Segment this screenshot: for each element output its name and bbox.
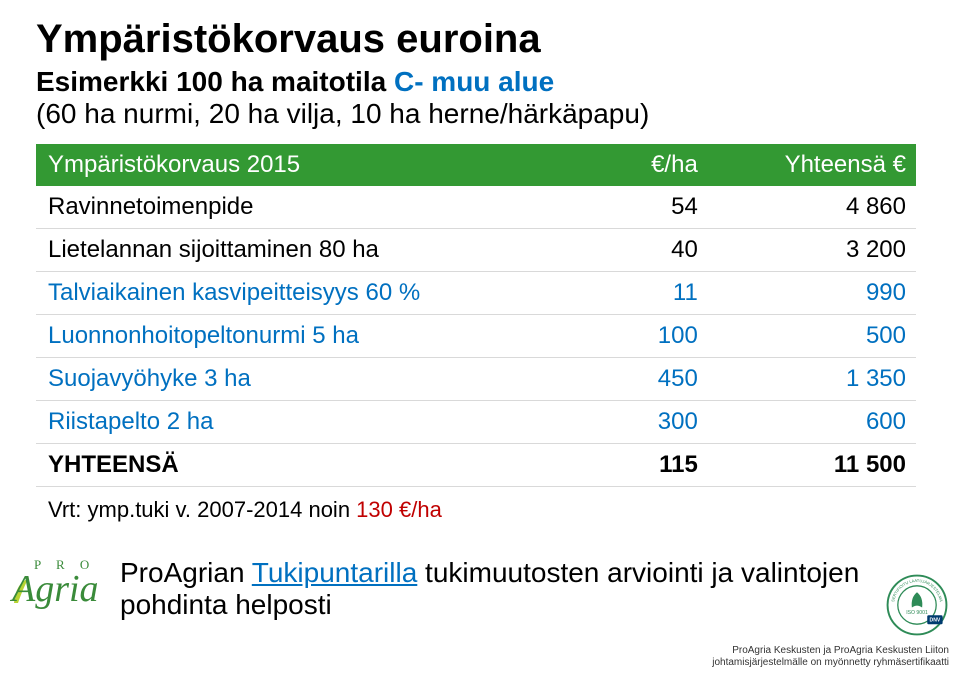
table-header-row: Ympäristökorvaus 2015 €/ha Yhteensä € [36, 144, 916, 186]
row-label: Suojavyöhyke 3 ha [36, 358, 608, 401]
table-summary-row: YHTEENSÄ11511 500 [36, 444, 916, 487]
proagria-logo: P R O Agria [12, 557, 112, 625]
row-perha: 450 [608, 358, 708, 401]
comparison-red: 130 €/ha [356, 497, 442, 522]
page-title: Ympäristökorvaus euroina [36, 18, 923, 60]
row-total: 600 [708, 401, 916, 444]
row-total: 3 200 [708, 229, 916, 272]
fineprint-line2: johtamisjärjestelmälle on myönnetty ryhm… [712, 657, 949, 669]
row-total: 500 [708, 315, 916, 358]
tukipuntari-link[interactable]: Tukipuntarilla [252, 557, 417, 588]
fineprint-line1: ProAgria Keskusten ja ProAgria Keskusten… [712, 645, 949, 657]
comparison-note: Vrt: ymp.tuki v. 2007-2014 noin 130 €/ha [36, 497, 923, 523]
fineprint: ProAgria Keskusten ja ProAgria Keskusten… [712, 645, 949, 669]
subtitle-blue: C- muu alue [394, 66, 554, 97]
row-perha: 300 [608, 401, 708, 444]
col-header-name: Ympäristökorvaus 2015 [36, 144, 608, 186]
table-row: Ravinnetoimenpide544 860 [36, 186, 916, 229]
table-row: Lietelannan sijoittaminen 80 ha403 200 [36, 229, 916, 272]
row-label: Luonnonhoitopeltonurmi 5 ha [36, 315, 608, 358]
col-header-total: Yhteensä € [708, 144, 916, 186]
row-perha: 54 [608, 186, 708, 229]
subtitle-lead: Esimerkki 100 ha maitotila [36, 66, 394, 97]
table-row: Riistapelto 2 ha300600 [36, 401, 916, 444]
table-row: Suojavyöhyke 3 ha4501 350 [36, 358, 916, 401]
subtitle: Esimerkki 100 ha maitotila C- muu alue [36, 66, 923, 98]
row-label: Riistapelto 2 ha [36, 401, 608, 444]
badge-iso-text: ISO 9001 [906, 610, 928, 616]
table-row: Luonnonhoitopeltonurmi 5 ha100500 [36, 315, 916, 358]
row-total: 1 350 [708, 358, 916, 401]
row-perha: 11 [608, 272, 708, 315]
table-row: Talviaikainen kasvipeitteisyys 60 %11990 [36, 272, 916, 315]
comparison-lead: Vrt: ymp.tuki v. 2007-2014 noin [48, 497, 356, 522]
row-label: Ravinnetoimenpide [36, 186, 608, 229]
summary-perha: 115 [608, 444, 708, 487]
col-header-perha: €/ha [608, 144, 708, 186]
row-total: 990 [708, 272, 916, 315]
logo-agria-text: Agria [12, 567, 99, 611]
footer-lead: ProAgrian [120, 557, 252, 588]
slide: Ympäristökorvaus euroina Esimerkki 100 h… [0, 0, 959, 673]
subtitle-details: (60 ha nurmi, 20 ha vilja, 10 ha herne/h… [36, 98, 923, 130]
row-label: Lietelannan sijoittaminen 80 ha [36, 229, 608, 272]
badge-icon: ISO 9001 SERTIFIOITU LAATUJÄRJESTELMÄ DN… [885, 573, 949, 637]
row-perha: 40 [608, 229, 708, 272]
row-total: 4 860 [708, 186, 916, 229]
summary-label: YHTEENSÄ [36, 444, 608, 487]
row-perha: 100 [608, 315, 708, 358]
certification-badge: ISO 9001 SERTIFIOITU LAATUJÄRJESTELMÄ DN… [885, 573, 949, 637]
row-label: Talviaikainen kasvipeitteisyys 60 % [36, 272, 608, 315]
badge-dnv-text: DNV [930, 618, 941, 624]
data-table: Ympäristökorvaus 2015 €/ha Yhteensä € Ra… [36, 144, 916, 487]
summary-total: 11 500 [708, 444, 916, 487]
footer-text: ProAgrian Tukipuntarilla tukimuutosten a… [120, 557, 860, 621]
